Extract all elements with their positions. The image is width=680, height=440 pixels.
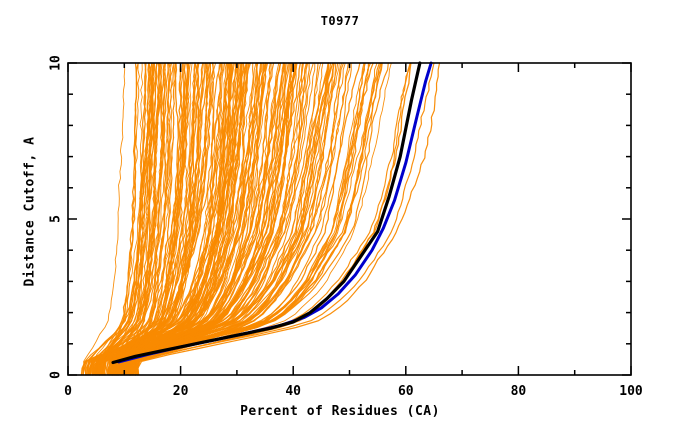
y-tick-label: 0 <box>49 371 64 379</box>
x-axis-label: Percent of Residues (CA) <box>240 404 440 419</box>
reference-curves <box>111 61 433 365</box>
y-tick-label: 5 <box>49 215 64 223</box>
x-tick-label: 20 <box>173 384 189 399</box>
y-tick-label: 10 <box>49 55 64 71</box>
y-axis-label: Distance Cutoff, A <box>22 136 38 287</box>
x-tick-label: 80 <box>511 384 527 399</box>
x-tick-label: 60 <box>398 384 414 399</box>
ensemble-curves <box>80 62 441 376</box>
page-title: T0977 <box>320 14 360 28</box>
x-tick-label: 40 <box>285 384 301 399</box>
x-tick-label: 0 <box>64 384 72 399</box>
x-tick-label: 100 <box>619 384 643 399</box>
axis-tick-labels: 0 20 40 60 80 100 0 5 10 <box>49 55 643 399</box>
axis-frame <box>67 62 632 376</box>
